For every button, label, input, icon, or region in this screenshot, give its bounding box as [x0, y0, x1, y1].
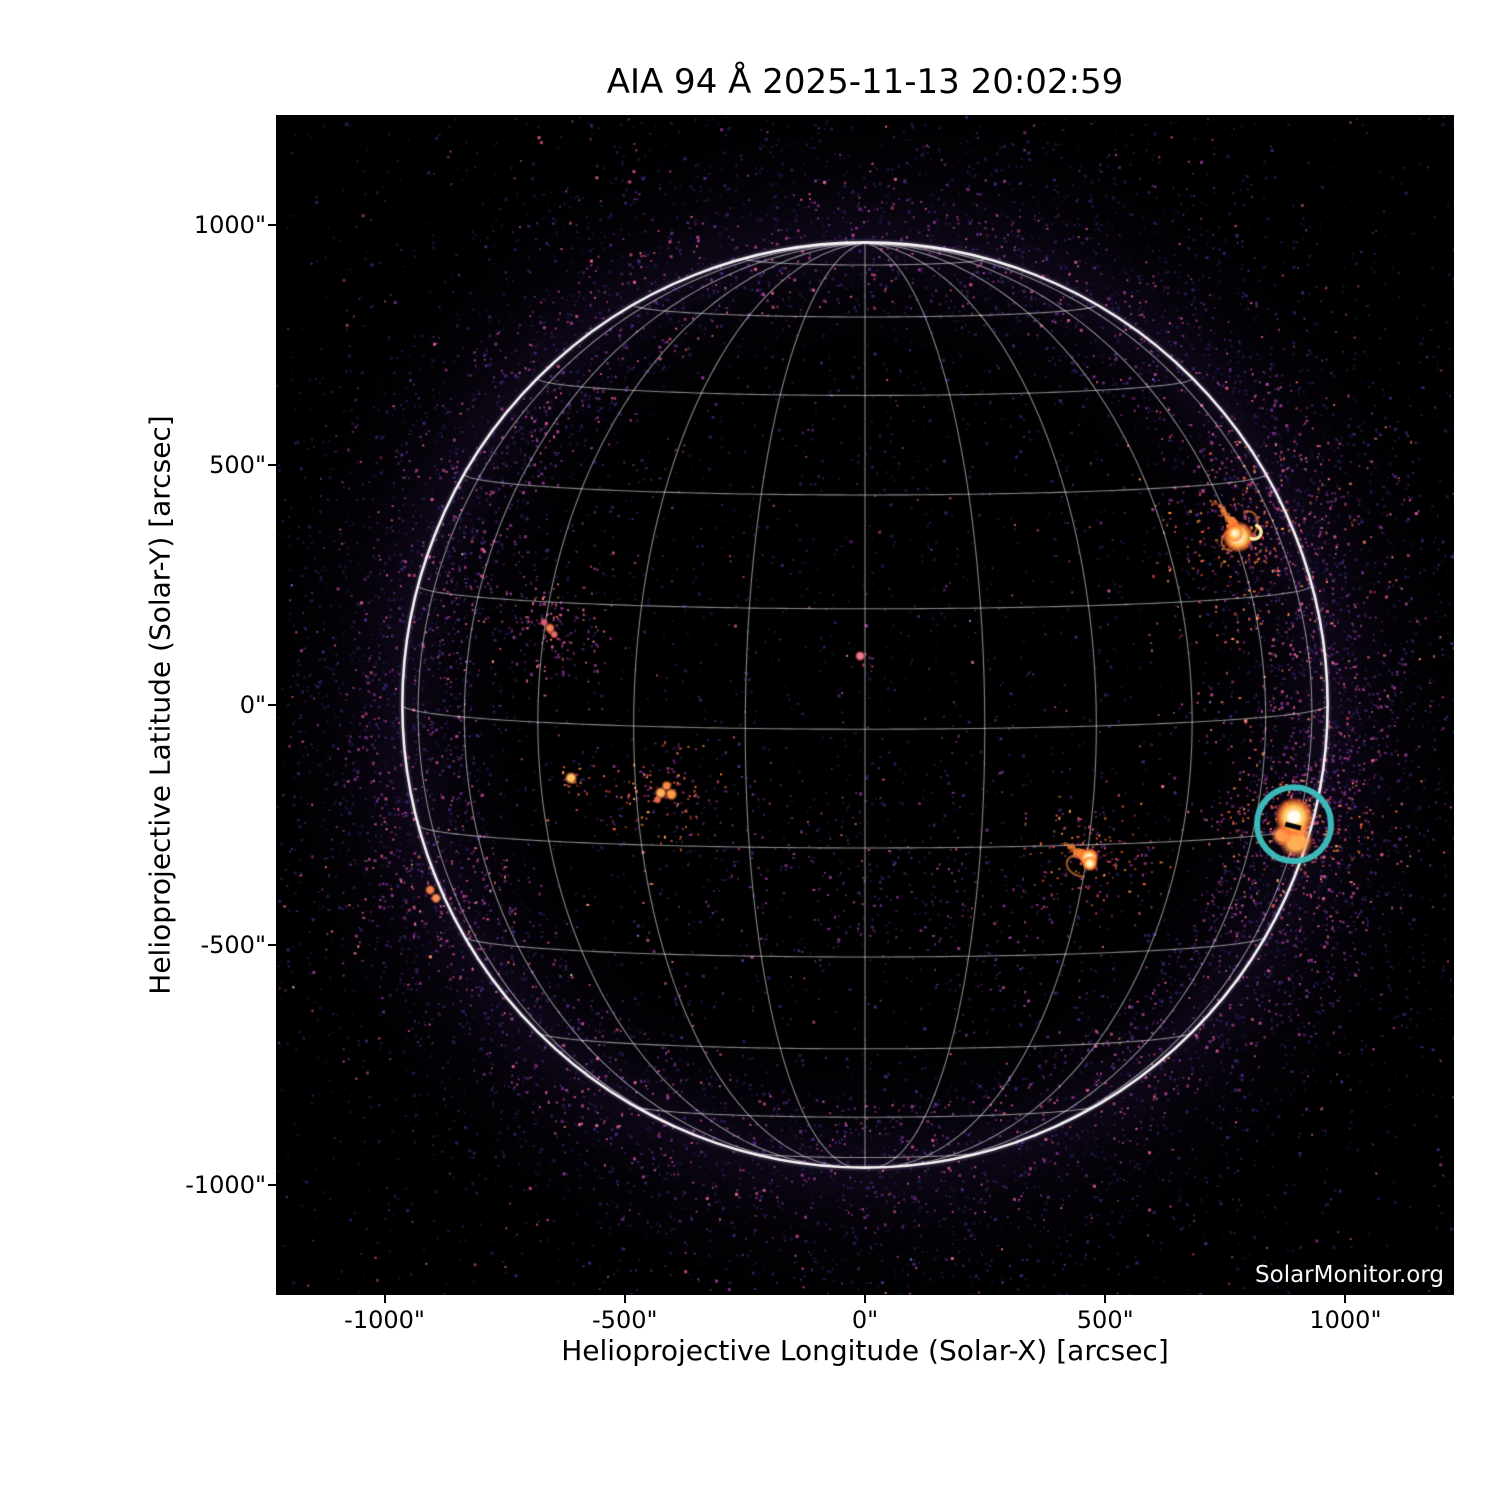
x-tick-label: 500": [1076, 1306, 1134, 1334]
x-tick-mark: [1104, 1295, 1107, 1303]
figure-title: AIA 94 Å 2025-11-13 20:02:59: [606, 62, 1124, 102]
y-tick-mark: [268, 1184, 276, 1187]
solar-disk-image-canvas: [276, 115, 1454, 1295]
y-tick-mark: [268, 704, 276, 706]
y-tick-label: -1000": [185, 1171, 266, 1200]
x-tick-mark: [1344, 1295, 1347, 1303]
y-tick-label: -500": [200, 931, 266, 960]
watermark: SolarMonitor.org: [1255, 1262, 1444, 1288]
y-tick-mark: [268, 223, 276, 226]
x-tick-mark: [383, 1295, 386, 1303]
x-tick-mark: [623, 1295, 626, 1303]
y-tick-mark: [268, 463, 276, 466]
x-tick-label: 1000": [1309, 1306, 1382, 1334]
x-tick-label: -1000": [344, 1306, 425, 1334]
x-tick-label: 0": [851, 1306, 879, 1334]
y-tick-label: 0": [239, 691, 266, 719]
y-tick-label: 500": [209, 450, 266, 479]
x-tick-mark: [864, 1295, 866, 1303]
x-tick-label: -500": [592, 1306, 658, 1334]
y-axis-label: Helioprojective Latitude (Solar-Y) [arcs…: [143, 415, 177, 995]
y-tick-label: 1000": [193, 210, 266, 239]
x-axis-label: Helioprojective Longitude (Solar-X) [arc…: [561, 1334, 1169, 1367]
y-tick-mark: [268, 944, 276, 947]
plot-area: SolarMonitor.org: [276, 115, 1454, 1295]
